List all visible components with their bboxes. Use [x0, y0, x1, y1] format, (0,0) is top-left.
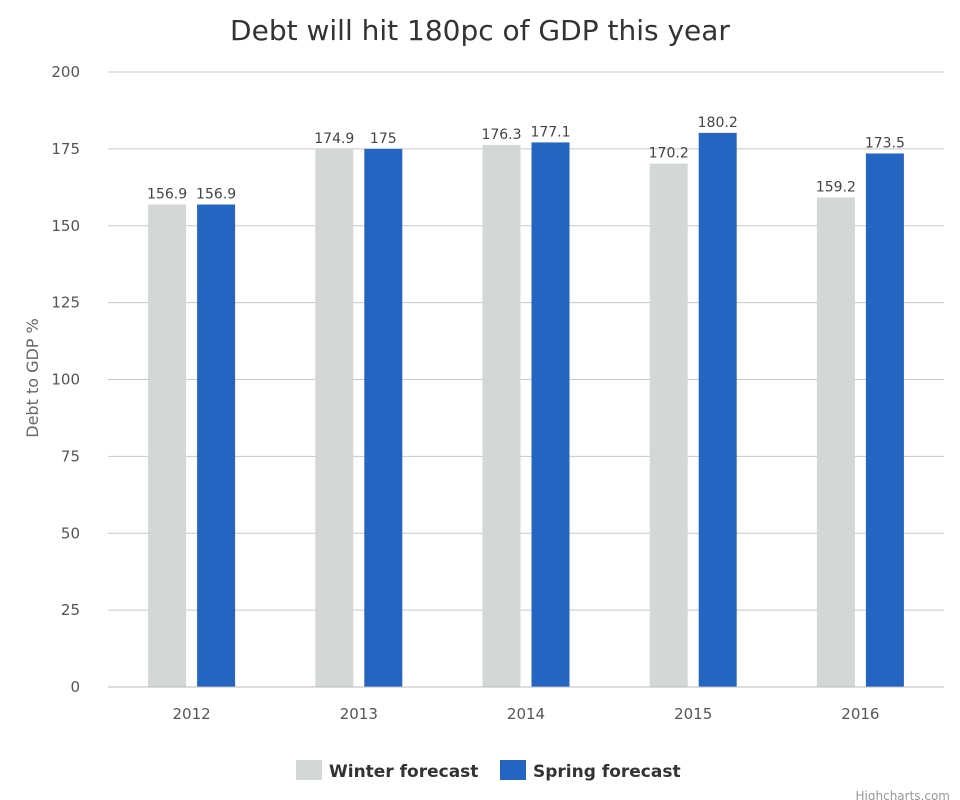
y-axis-title: Debt to GDP % — [23, 318, 42, 437]
y-tick-labels: 0 25 50 75 100 125 150 175 200 — [51, 63, 80, 696]
bar-winter-2016 — [816, 197, 855, 687]
bar-spring-2012 — [197, 204, 236, 687]
x-tick-label: 2012 — [173, 705, 211, 723]
data-label: 173.5 — [865, 135, 905, 151]
data-label: 170.2 — [649, 146, 689, 162]
data-label: 156.9 — [196, 187, 236, 203]
bar-winter-2014 — [482, 144, 521, 687]
x-tick-label: 2015 — [674, 705, 712, 723]
legend-swatch — [500, 760, 526, 780]
legend-swatch — [296, 760, 322, 780]
data-label: 177.1 — [530, 124, 570, 140]
x-tick-label: 2014 — [507, 705, 545, 723]
bar-winter-2013 — [315, 149, 354, 687]
y-tick-label: 150 — [51, 217, 80, 235]
bar-spring-2016 — [865, 153, 904, 688]
y-tick-label: 125 — [51, 294, 80, 312]
y-tick-label: 25 — [61, 601, 80, 619]
y-tick-label: 200 — [51, 63, 80, 81]
x-tick-labels: 2012 2013 2014 2015 2016 — [173, 705, 880, 723]
y-tick-label: 175 — [51, 140, 80, 158]
y-tick-label: 0 — [70, 678, 80, 696]
data-labels: 156.9 156.9 174.9 175 176.3 177.1 170.2 180.2 15… — [147, 115, 905, 203]
gridlines — [108, 71, 944, 611]
bar-winter-2012 — [148, 204, 187, 687]
data-label: 174.9 — [314, 131, 354, 147]
bar-spring-2014 — [531, 142, 570, 688]
data-label: 180.2 — [698, 115, 738, 131]
credits-text: Highcharts.com — [856, 789, 950, 800]
data-label: 176.3 — [481, 127, 521, 143]
y-tick-label: 75 — [61, 447, 80, 465]
y-tick-label: 100 — [51, 371, 80, 389]
y-tick-label: 50 — [61, 524, 80, 542]
legend: Winter forecast Spring forecast — [296, 760, 681, 782]
legend-item-label[interactable]: Winter forecast — [329, 762, 478, 782]
bars — [148, 132, 904, 688]
data-label: 156.9 — [147, 187, 187, 203]
bar-spring-2013 — [364, 148, 403, 687]
legend-item-label[interactable]: Spring forecast — [533, 762, 681, 782]
x-tick-label: 2016 — [841, 705, 879, 723]
x-tick-label: 2013 — [340, 705, 378, 723]
bar-winter-2015 — [649, 163, 688, 687]
data-label: 175 — [370, 131, 397, 147]
chart-title: Debt will hit 180pc of GDP this year — [230, 14, 730, 47]
bar-spring-2015 — [698, 132, 737, 687]
data-label: 159.2 — [816, 179, 856, 195]
